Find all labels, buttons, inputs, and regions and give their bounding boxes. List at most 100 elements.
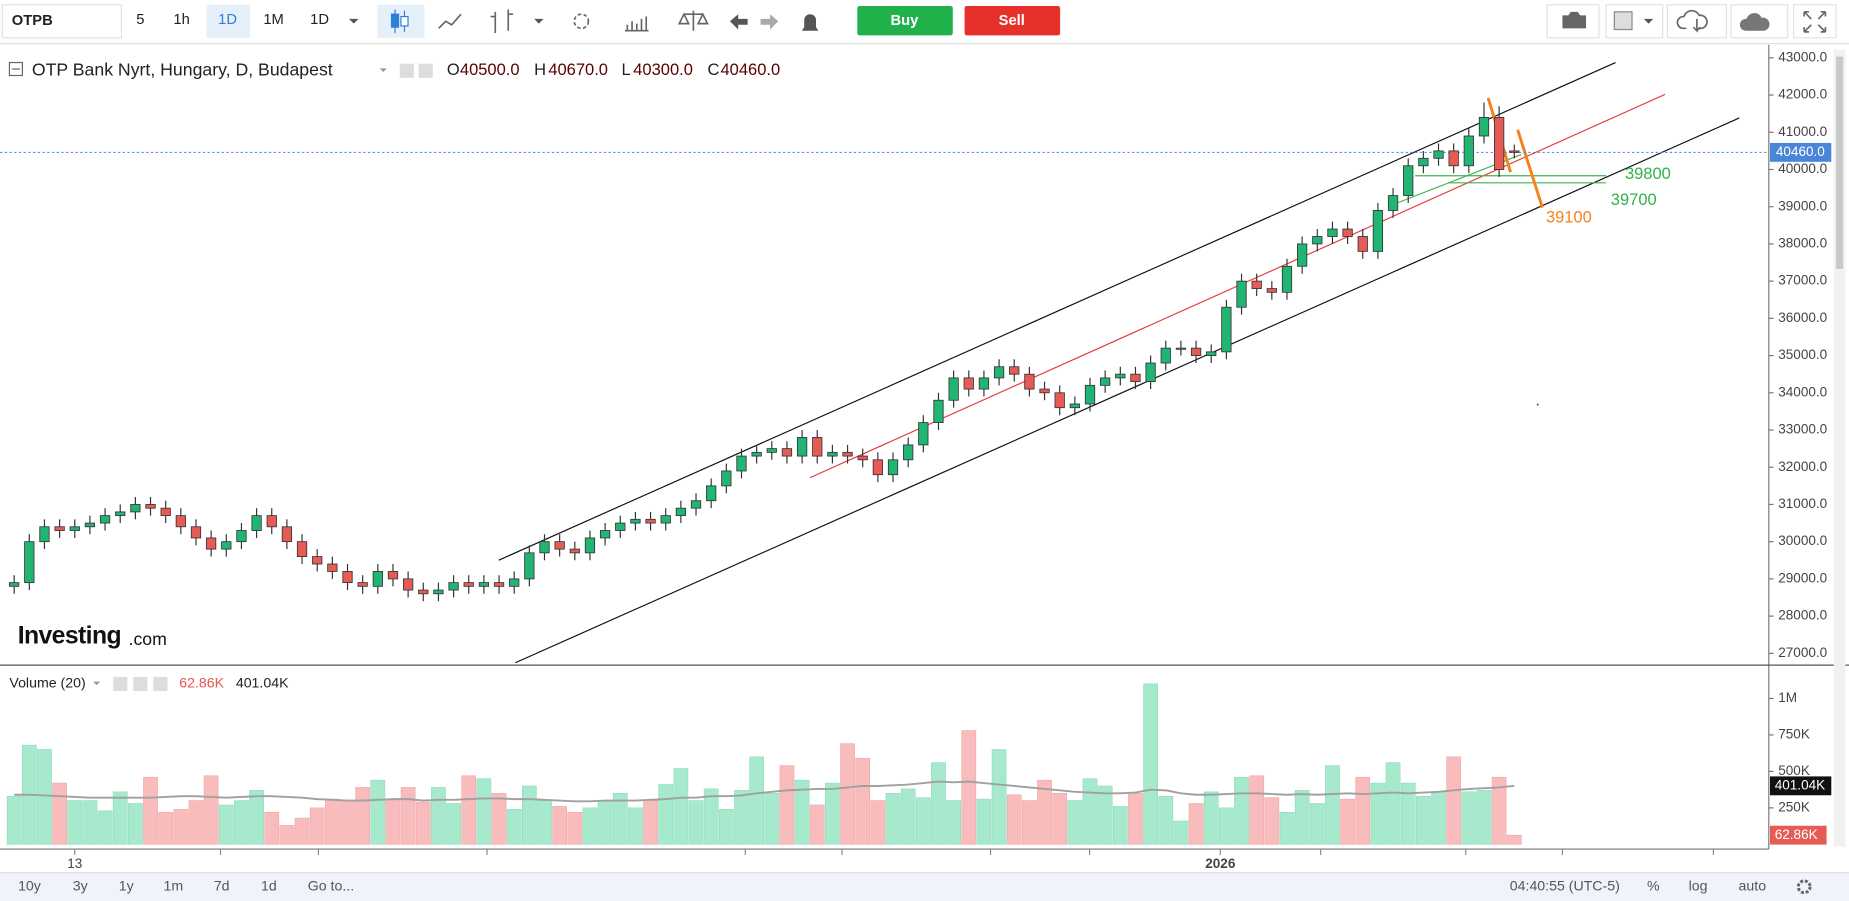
compare-icon[interactable]: [677, 10, 709, 31]
volume-bar: [1355, 776, 1371, 845]
candle-body: [660, 515, 671, 524]
range-button[interactable]: 1m: [164, 878, 184, 894]
volume-bar: [309, 807, 325, 845]
buy-button[interactable]: [857, 5, 953, 36]
bar-icon[interactable]: [490, 9, 513, 34]
candle-body: [1175, 347, 1187, 350]
candle-body: [1190, 347, 1202, 356]
title-dropdown[interactable]: [379, 68, 387, 72]
candle-body: [554, 541, 565, 550]
volume-bar: [1143, 683, 1158, 845]
candle-body: [1312, 236, 1323, 245]
candle-body: [115, 511, 126, 517]
range-button[interactable]: 1d: [261, 878, 277, 894]
interval[interactable]: 5: [136, 12, 144, 28]
volume-bar: [976, 798, 992, 845]
interval-active: [206, 4, 250, 38]
candle-body: [827, 451, 838, 457]
volume-bar: [915, 797, 931, 845]
volume-bar: [294, 817, 310, 845]
dropdown-arrow[interactable]: [534, 18, 544, 24]
scroll-thumb[interactable]: [1836, 56, 1844, 269]
candle-body: [1342, 228, 1353, 237]
candle-body: [1433, 150, 1444, 159]
ma-tag: [1769, 776, 1832, 796]
legend-o: 40500.0: [460, 61, 520, 79]
interval[interactable]: 1D: [218, 12, 237, 28]
fullscreen-button[interactable]: [1792, 4, 1837, 39]
candle-body: [721, 470, 732, 487]
candle-body: [281, 526, 293, 543]
volume-bar: [491, 792, 507, 845]
candle-body: [1054, 392, 1065, 409]
volume-tag-label: 62.86K: [1775, 827, 1818, 842]
settings-icon[interactable]: [1796, 879, 1812, 895]
volume-dropdown[interactable]: [93, 681, 101, 686]
volume-bar: [582, 807, 598, 845]
volume-bar: [1234, 776, 1249, 845]
volume-bar: [279, 825, 295, 845]
volume-bar: [1067, 800, 1083, 845]
candle-body: [933, 399, 944, 423]
dropdown-arrow[interactable]: [349, 18, 359, 24]
volume-bar: [1279, 811, 1295, 845]
volume-bar: [1264, 797, 1280, 845]
price-tick-label: 28000.0: [1778, 608, 1827, 623]
percent-button[interactable]: %: [1647, 878, 1660, 894]
volume-bar: [734, 790, 749, 845]
redo-icon[interactable]: [760, 14, 779, 30]
legend-eye[interactable]: [399, 63, 414, 78]
symbol: OTPB: [12, 13, 53, 29]
sell-button[interactable]: [964, 5, 1061, 36]
indicators-icon[interactable]: [624, 16, 649, 32]
legend-h: 40670.0: [548, 61, 608, 79]
settings-icon[interactable]: [573, 13, 590, 30]
dot: [1536, 403, 1539, 406]
legend-close[interactable]: [153, 676, 168, 692]
legend-settings[interactable]: [418, 63, 433, 78]
symbol-box[interactable]: [1, 4, 123, 39]
log-button[interactable]: log: [1689, 878, 1708, 894]
volume-bar: [203, 775, 219, 845]
candle-body: [918, 422, 929, 446]
volume-bar: [537, 800, 552, 845]
undo-icon[interactable]: [729, 14, 748, 30]
range-button[interactable]: 10y: [18, 878, 42, 894]
interval[interactable]: 1D: [310, 12, 329, 28]
auto-button[interactable]: auto: [1739, 878, 1767, 894]
candle-body: [539, 541, 550, 554]
legend-settings[interactable]: [133, 676, 148, 692]
candle-body: [509, 578, 520, 587]
legend-eye[interactable]: [113, 676, 128, 692]
range-button[interactable]: 1y: [119, 878, 135, 894]
interval[interactable]: 1M: [263, 12, 283, 28]
price-tick-label: 33000.0: [1778, 422, 1827, 437]
volume-bar: [1370, 782, 1386, 845]
price-tick-label: 43000.0: [1778, 49, 1827, 64]
candle-body: [221, 541, 232, 550]
candle-body: [190, 526, 202, 539]
alert-icon[interactable]: [801, 14, 819, 31]
goto-button[interactable]: Go to...: [308, 878, 354, 894]
scrollbar[interactable]: [1833, 49, 1846, 847]
volume-bar: [476, 778, 492, 845]
range-button[interactable]: 3y: [73, 878, 89, 894]
interval[interactable]: 1h: [173, 12, 189, 28]
volume-bar: [218, 804, 234, 845]
volume-bar: [809, 804, 825, 845]
price-tick-label: 39000.0: [1778, 198, 1827, 213]
camera-icon: [1562, 11, 1587, 29]
volume-bar: [931, 762, 946, 845]
price-tick-label: 30000.0: [1778, 533, 1827, 548]
volume-bar: [446, 803, 461, 845]
range-button[interactable]: 7d: [214, 878, 230, 894]
line-icon[interactable]: [438, 13, 462, 29]
buy-label: Buy: [891, 13, 920, 29]
volume-bar: [628, 807, 643, 845]
volume-bar: [1188, 803, 1204, 845]
candle-body: [418, 589, 429, 595]
candle-body: [781, 448, 793, 457]
volume-bar: [521, 785, 537, 845]
volume-bar: [779, 765, 795, 845]
